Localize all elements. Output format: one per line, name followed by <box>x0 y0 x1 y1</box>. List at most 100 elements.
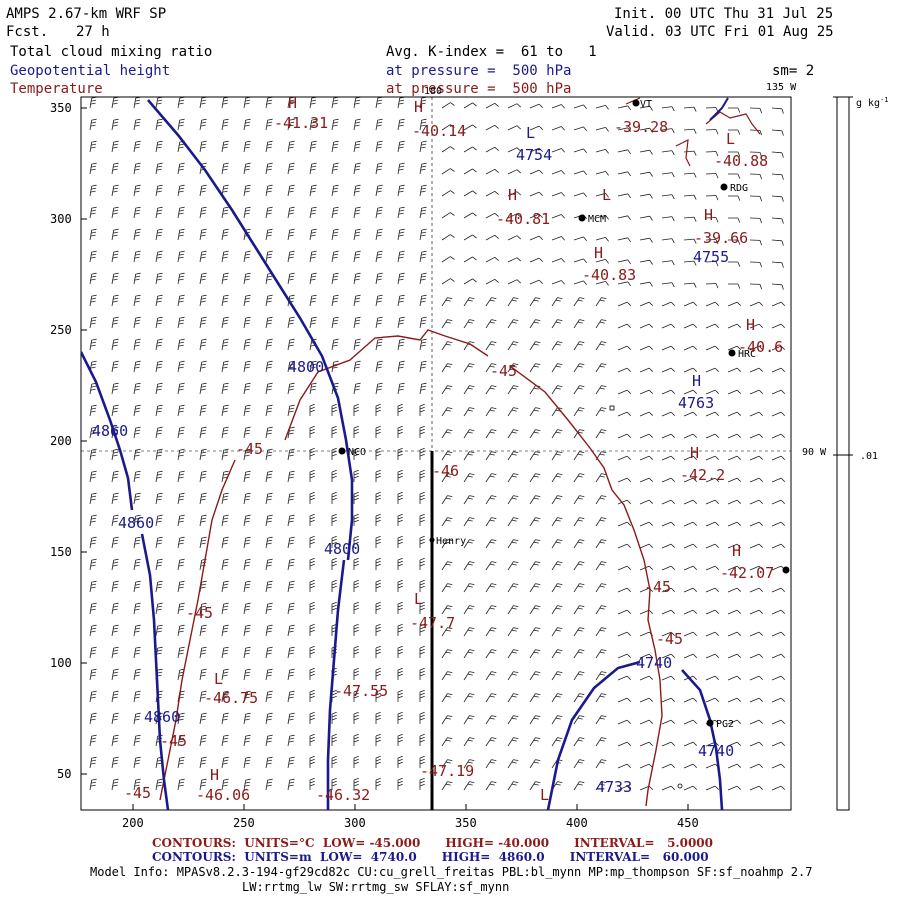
station-mcm-dot <box>578 214 586 222</box>
temp-label: -39.28 <box>614 118 668 136</box>
station-pg2-label: PG2 <box>716 719 734 730</box>
hl-marker: L <box>726 130 735 148</box>
field-geopotential: Geopotential height <box>10 63 171 79</box>
station-east-dot <box>782 566 790 574</box>
x-tick-label: 400 <box>566 816 588 830</box>
temp-label: -40.81 <box>496 210 550 228</box>
lon-90w-label: 90 W <box>802 447 827 458</box>
temp-label: -45 <box>124 784 151 802</box>
y-tick-label: 200 <box>50 434 72 448</box>
wind-barbs <box>89 97 785 791</box>
station-pg2-dot <box>706 719 714 727</box>
hl-marker: H <box>690 444 699 462</box>
station-hrc-label: HRC <box>738 349 756 360</box>
temp-label: -45 <box>644 578 671 596</box>
station-rdg-label: RDG <box>730 183 748 194</box>
station-nco-dot <box>338 447 346 455</box>
x-axis: 200 250 300 350 400 450 <box>122 804 699 830</box>
colorbar <box>836 96 850 811</box>
hl-marker: H <box>692 372 701 390</box>
contour-info-height: CONTOURS: UNITS=m LOW= 4740.0 HIGH= 4860… <box>152 850 709 864</box>
height-contour-4740-east <box>681 669 724 810</box>
height-contour-4860-south <box>140 533 170 810</box>
forecast-hour: 27 h <box>76 24 110 40</box>
temp-label: -40.83 <box>582 266 636 284</box>
height-label: 4733 <box>596 778 632 796</box>
station-hrc-dot <box>728 349 736 357</box>
station-square <box>609 405 615 411</box>
temp-label: -47.7 <box>410 614 455 632</box>
wind-barb-field <box>89 97 785 791</box>
height-contour-ne <box>709 97 729 121</box>
contour-info-temp: CONTOURS: UNITS=°C LOW= -45.000 HIGH= -4… <box>152 836 714 850</box>
hl-marker: H <box>508 186 517 204</box>
x-tick-label: 300 <box>344 816 366 830</box>
y-tick-label: 150 <box>50 545 72 559</box>
init-time: Init. 00 UTC Thu 31 Jul 25 <box>614 6 834 22</box>
y-axis: 350 300 250 200 150 100 50 <box>50 101 87 781</box>
temp-label: -46.75 <box>204 689 258 707</box>
height-label: 4755 <box>693 248 729 266</box>
height-label: 4860 <box>144 708 180 726</box>
temp-label: -47.19 <box>420 762 474 780</box>
y-tick-label: 50 <box>57 767 71 781</box>
hl-marker: H <box>414 98 423 116</box>
lon-180-label: 180 <box>424 86 442 97</box>
coastline <box>625 97 761 167</box>
hl-marker: H <box>594 244 603 262</box>
field-cloud-mixing: Total cloud mixing ratio <box>10 44 213 60</box>
station-henry-label: Henry <box>436 536 466 547</box>
hl-marker: L <box>214 670 223 688</box>
height-contour-4800-south <box>326 559 346 810</box>
height-label: 4740 <box>698 742 734 760</box>
x-tick-label: 350 <box>455 816 477 830</box>
height-contour-4860-north <box>81 351 134 511</box>
model-title: AMPS 2.67-km WRF SP <box>6 6 167 22</box>
k-index-range: Avg. K-index = 61 to 1 <box>386 44 597 60</box>
height-label: 4860 <box>92 422 128 440</box>
temp-label: -39.66 <box>694 229 748 247</box>
height-label: 4754 <box>516 146 552 164</box>
height-label: 4763 <box>678 394 714 412</box>
lon-135w-label: 135 W <box>766 82 797 93</box>
station-henry-dot <box>429 537 435 543</box>
temp-contour-north <box>284 329 489 441</box>
hl-marker: L <box>414 590 423 608</box>
temp-contour-west <box>159 459 236 801</box>
height-contour-4800 <box>147 99 354 561</box>
height-label: 4740 <box>636 654 672 672</box>
station-rdg-dot <box>720 183 728 191</box>
hl-marker: H <box>704 206 713 224</box>
y-tick-label: 300 <box>50 212 72 226</box>
temp-label: -41.31 <box>274 114 328 132</box>
hl-marker: L <box>540 786 549 804</box>
height-label: 4860 <box>118 514 154 532</box>
station-nco-label: NCO <box>348 447 366 458</box>
field-temperature: Temperature <box>10 81 103 97</box>
temp-contour-east <box>509 365 663 807</box>
temp-label: -42.2 <box>680 466 725 484</box>
y-tick-label: 250 <box>50 323 72 337</box>
temp-label: -45 <box>236 440 263 458</box>
height-contour-4740-west <box>546 660 641 810</box>
forecast-label: Fcst. <box>6 24 49 40</box>
station-mcm-label: MCM <box>588 214 606 225</box>
x-tick-label: 450 <box>677 816 699 830</box>
colorbar-tick-label: .01 <box>860 451 878 462</box>
temp-label: -42.07 <box>720 564 774 582</box>
colorbar-unit: g kg-1 <box>856 96 889 109</box>
temp-label: -45 <box>490 362 517 380</box>
hl-marker: H <box>732 542 741 560</box>
temp-label: -47.55 <box>334 682 388 700</box>
temp-label: -46.32 <box>316 786 370 804</box>
hl-marker: H <box>746 316 755 334</box>
model-info: Model Info: MPASv8.2.3-194-gf29cd82c CU:… <box>90 865 813 879</box>
hl-marker: H <box>210 766 219 784</box>
station-ring <box>677 783 683 789</box>
station-vt-dot <box>632 99 640 107</box>
temp-label: -40.6 <box>738 338 783 356</box>
station-vt-label: VT <box>640 99 652 110</box>
height-label: 4800 <box>324 540 360 558</box>
temp-label: -46 <box>432 462 459 480</box>
